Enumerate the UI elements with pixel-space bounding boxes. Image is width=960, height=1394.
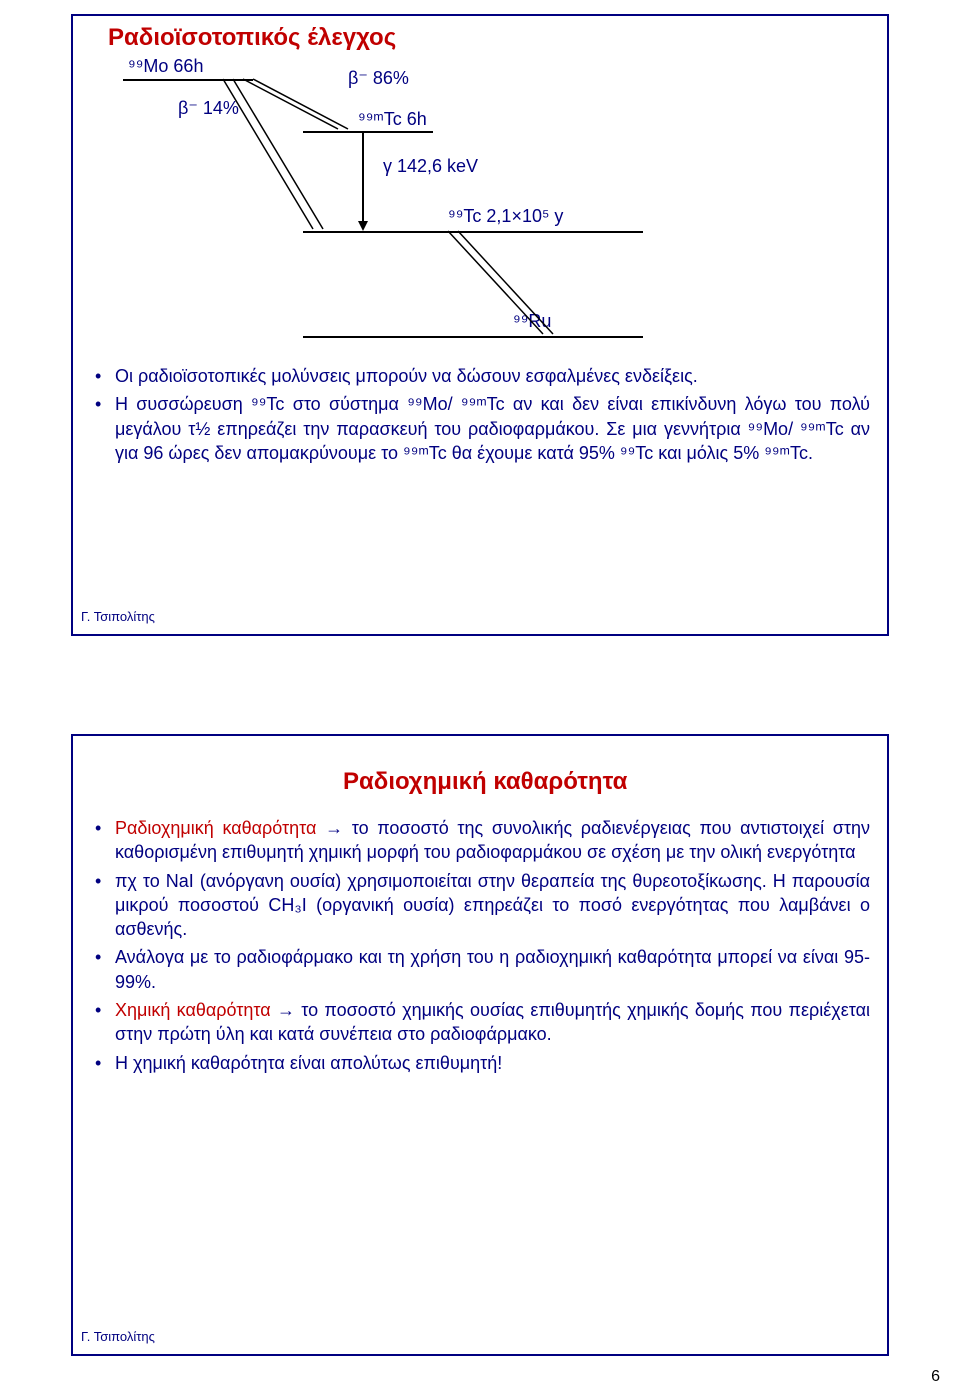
arrow: →	[316, 818, 351, 838]
bullet-content: Η συσσώρευση ⁹⁹Tc στο σύστημα ⁹⁹Mo/ ⁹⁹ᵐT…	[115, 392, 870, 465]
slide1-body: • Οι ραδιοϊσοτοπικές μολύνσεις μπορούν ν…	[95, 364, 870, 469]
bullet-content: Η χημική καθαρότητα είναι απολύτως επιθυ…	[115, 1051, 870, 1075]
bullet-content: Χημική καθαρότητα → το ποσοστό χημικής ο…	[115, 998, 870, 1047]
bullet-dot: •	[95, 392, 115, 465]
bullet-item: • Η συσσώρευση ⁹⁹Tc στο σύστημα ⁹⁹Mo/ ⁹⁹…	[95, 392, 870, 465]
bullet-dot: •	[95, 816, 115, 865]
bullet-content: Ραδιοχημική καθαρότητα → το ποσοστό της …	[115, 816, 870, 865]
decay-arrows	[103, 61, 703, 351]
bullet-item: • πχ το NaI (ανόργανη ουσία) χρησιμοποιε…	[95, 869, 870, 942]
slide1-title: Ραδιοϊσοτοπικός έλεγχος	[108, 24, 396, 52]
term-red: Ραδιοχημική καθαρότητα	[115, 818, 316, 838]
bullet-item: • Η χημική καθαρότητα είναι απολύτως επι…	[95, 1051, 870, 1075]
arrow: →	[271, 1000, 302, 1020]
slide-2: Ραδιοχημική καθαρότητα • Ραδιοχημική καθ…	[71, 734, 889, 1356]
bullet-dot: •	[95, 364, 115, 388]
bullet-item: • Ραδιοχημική καθαρότητα → το ποσοστό τη…	[95, 816, 870, 865]
bullet-dot: •	[95, 869, 115, 942]
bullet-item: • Χημική καθαρότητα → το ποσοστό χημικής…	[95, 998, 870, 1047]
bullet-dot: •	[95, 1051, 115, 1075]
decay-diagram: ⁹⁹Mo 66h ⁹⁹ᵐTc 6h ⁹⁹Tc 2,1×10⁵ y ⁹⁹Ru β⁻…	[103, 61, 703, 351]
slide2-title: Ραδιοχημική καθαρότητα	[343, 768, 627, 796]
bullet-dot: •	[95, 945, 115, 994]
slide-1: Ραδιοϊσοτοπικός έλεγχος ⁹⁹Mo 66h ⁹⁹ᵐTc 6…	[71, 14, 889, 636]
bullet-dot: •	[95, 998, 115, 1047]
term-red: Χημική καθαρότητα	[115, 1000, 271, 1020]
page-number: 6	[931, 1368, 940, 1386]
slide2-body: • Ραδιοχημική καθαρότητα → το ποσοστό τη…	[95, 816, 870, 1079]
bullet-content: Ανάλογα με το ραδιοφάρμακο και τη χρήση …	[115, 945, 870, 994]
bullet-content: Οι ραδιοϊσοτοπικές μολύνσεις μπορούν να …	[115, 364, 870, 388]
slide1-footer: Γ. Τσιπολίτης	[81, 609, 155, 624]
bullet-content: πχ το NaI (ανόργανη ουσία) χρησιμοποιείτ…	[115, 869, 870, 942]
bullet-item: • Ανάλογα με το ραδιοφάρμακο και τη χρήσ…	[95, 945, 870, 994]
bullet-item: • Οι ραδιοϊσοτοπικές μολύνσεις μπορούν ν…	[95, 364, 870, 388]
slide2-footer: Γ. Τσιπολίτης	[81, 1329, 155, 1344]
